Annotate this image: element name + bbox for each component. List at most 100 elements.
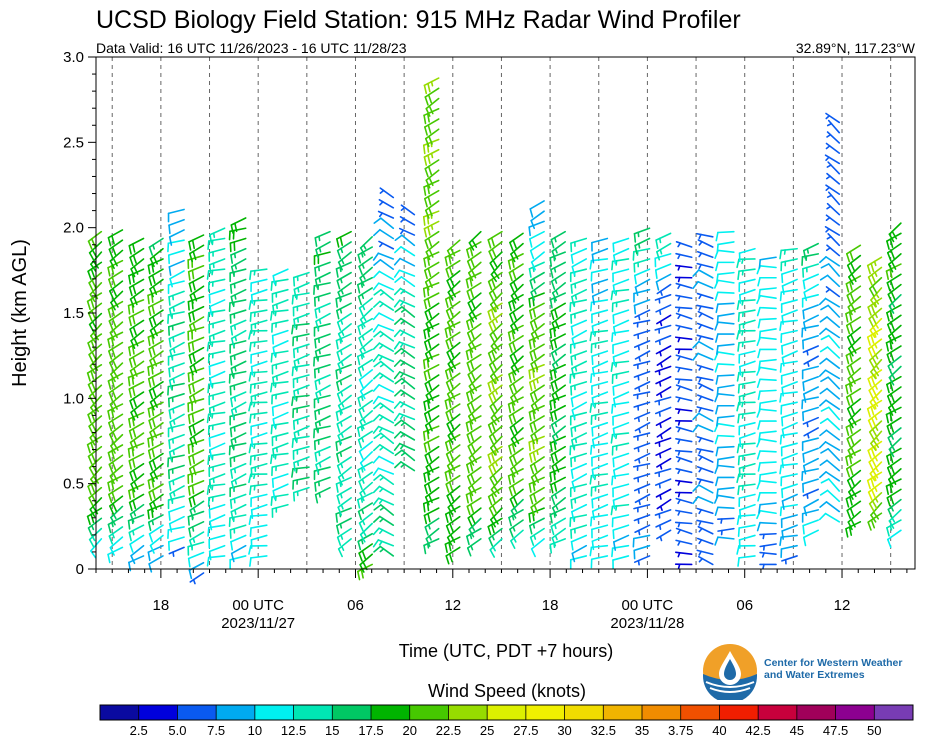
plot-frame [95,56,916,570]
wind-barb [675,456,693,463]
wind-barb [147,370,164,388]
wind-barb [424,87,440,106]
wind-barb [758,430,777,442]
wind-barb [425,241,440,261]
wind-barb [109,536,124,556]
wind-barb [393,359,416,370]
wind-barb [168,362,185,378]
wind-barb [467,476,482,497]
wind-barb [423,538,440,555]
wind-barb [866,399,883,418]
wind-barb [759,551,777,558]
wind-barb [487,374,503,392]
wind-barb [444,536,461,554]
colorbar-label: 3.75 [668,723,693,738]
wind-barb [550,476,566,494]
wind-barb [739,503,756,519]
wind-barb [425,169,440,189]
wind-barb [230,319,247,336]
wind-barb [230,462,247,479]
wind-barb [656,242,672,261]
wind-barb [87,230,103,250]
wind-barb [824,154,841,165]
wind-barb [488,312,503,332]
wind-barb [109,464,124,485]
x-tick-label: 00 UTC [232,597,284,614]
wind-barb [590,268,609,282]
wind-barb [655,273,672,291]
wind-barb [738,391,756,406]
wind-barb [372,270,395,281]
wind-barb [551,425,566,445]
wind-barb [148,268,164,286]
wind-barb [109,249,124,270]
wind-barb [87,404,103,424]
wind-barb [187,336,205,353]
wind-barb [654,396,672,406]
wind-barb [168,403,185,420]
colorbar-swatch [642,705,682,720]
wind-barb [393,257,416,267]
wind-barb [820,448,841,462]
wind-barb [208,462,226,477]
wind-barb [675,426,693,433]
wind-barb [490,404,503,426]
wind-barb [292,333,310,347]
wind-barb [189,531,205,549]
wind-barb [529,445,545,463]
wind-barb [675,366,693,373]
wind-barb [230,288,247,306]
wind-barb [591,350,609,366]
wind-barb [313,292,331,307]
wind-barb [149,493,164,513]
wind-barb [372,354,395,363]
wind-barb [292,374,310,389]
wind-barb [209,370,226,388]
wind-barb [271,401,289,417]
wind-barb [424,415,440,434]
x-tick-label: 12 [444,597,461,614]
wind-barb [549,507,566,524]
wind-barb [888,396,902,416]
wind-barb [248,299,268,310]
wind-barb [549,435,566,452]
wind-barb [315,241,331,259]
wind-barb [551,312,566,332]
wind-barb [377,210,395,219]
wind-barb [781,422,798,439]
wind-barb [336,517,352,535]
colorbar-title: Wind Speed (knots) [428,681,586,701]
wind-barb [189,459,205,478]
wind-barb [206,411,226,424]
wind-barb [424,159,440,178]
wind-barb [467,333,482,353]
wind-barb [423,507,440,525]
wind-barb [886,386,902,405]
wind-barb [271,360,289,375]
wind-barb [780,299,798,314]
wind-barb [696,466,714,474]
wind-barb [168,372,185,390]
wind-barb [886,529,902,549]
wind-barb [589,329,609,342]
wind-barb [249,309,268,322]
wind-barb [656,457,672,470]
wind-barb [357,430,373,449]
wind-barb [634,452,651,464]
wind-barb [633,462,651,471]
wind-barb [888,365,902,386]
wind-barb [550,517,566,536]
wind-barb [550,486,566,505]
wind-barb [466,323,482,342]
wind-barb [250,503,268,519]
wind-barb [465,271,482,289]
wind-barbs [86,77,902,585]
wind-barb [675,241,693,248]
wind-barb [358,369,373,389]
wind-barb [656,314,672,327]
wind-barb [529,343,545,362]
wind-barb [167,392,185,408]
wind-barb [208,544,226,561]
wind-barb [207,350,226,364]
wind-barb [819,501,841,513]
